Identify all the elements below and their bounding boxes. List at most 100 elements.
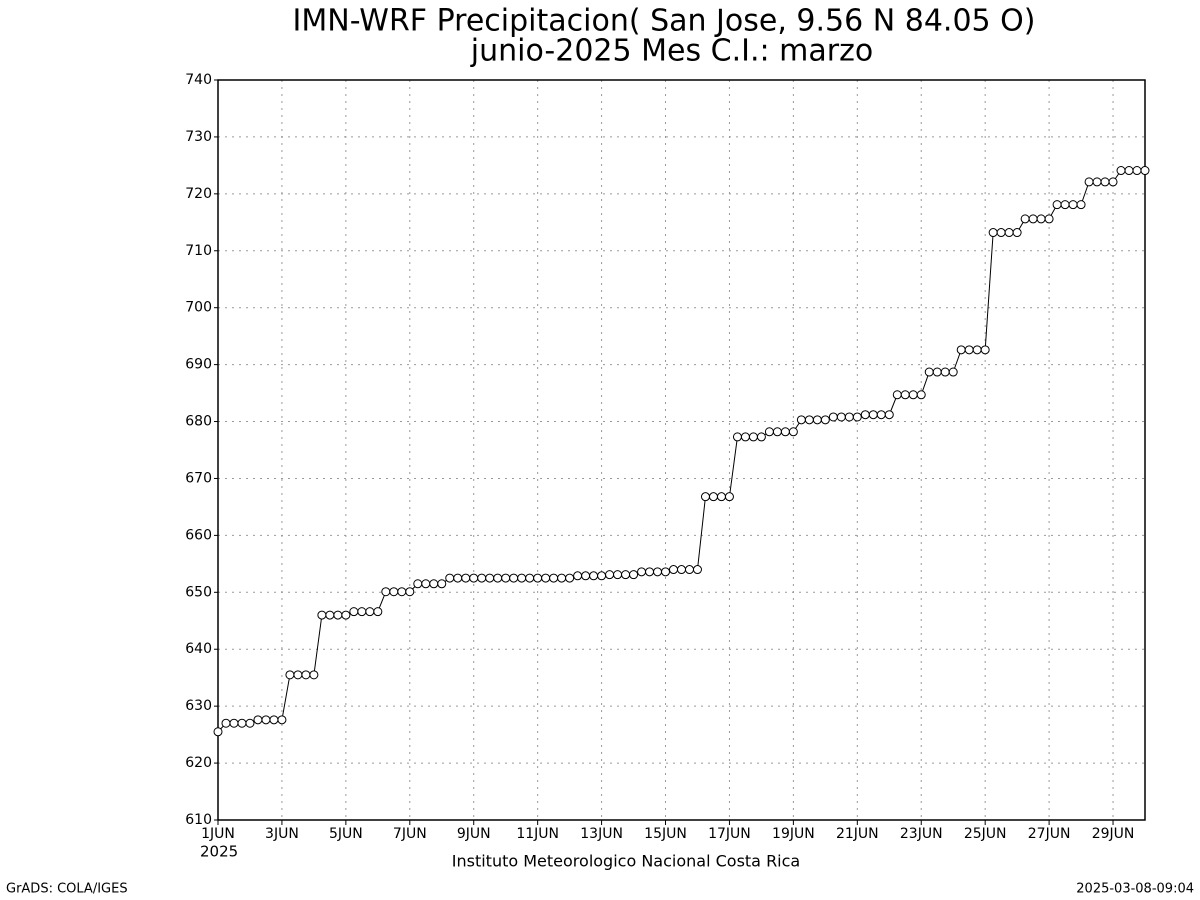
point-marker [1092,177,1102,187]
x-tick-label: 1JUN [201,826,235,842]
point-marker [1100,177,1110,187]
point-marker [884,410,894,420]
y-tick-label: 680 [185,414,212,430]
point-marker [948,367,958,377]
point-marker [653,567,663,577]
point-marker [213,727,223,737]
point-marker [397,587,407,597]
point-marker [908,390,918,400]
point-marker [1124,166,1134,176]
point-marker [525,573,535,583]
point-marker [804,415,814,425]
point-marker [389,587,399,597]
y-tick-label: 740 [185,72,212,88]
point-marker [301,670,311,680]
point-marker [269,715,279,725]
point-marker [1076,200,1086,210]
point-marker [972,345,982,355]
point-marker [461,573,471,583]
point-marker [828,412,838,422]
point-marker [621,570,631,580]
point-marker [1052,200,1062,210]
point-marker [325,610,335,620]
x-tick-label: 17JUN [708,826,751,842]
point-marker [405,587,415,597]
point-marker [916,390,926,400]
point-marker [852,412,862,422]
point-marker [453,573,463,583]
point-marker [541,573,551,583]
point-marker [253,715,263,725]
point-marker [788,427,798,437]
point-marker [844,412,854,422]
y-tick-label: 660 [185,527,212,543]
point-marker [724,492,734,502]
point-marker [820,415,830,425]
series-line [217,170,1145,733]
point-marker [796,415,806,425]
y-tick-label: 720 [185,186,212,202]
point-marker [669,565,679,575]
x-tick-label: 7JUN [393,826,427,842]
point-marker [932,367,942,377]
x-tick-label: 15JUN [644,826,687,842]
point-marker [1028,214,1038,224]
point-marker [365,607,375,617]
y-tick-label: 730 [185,129,212,145]
point-marker [605,570,615,580]
y-tick-label: 690 [185,357,212,373]
point-marker [309,670,319,680]
point-marker [565,573,575,583]
point-marker [421,579,431,589]
point-marker [373,607,383,617]
point-marker [293,670,303,680]
point-marker [437,579,447,589]
y-tick-label: 670 [185,470,212,486]
point-marker [1068,200,1078,210]
point-marker [740,432,750,442]
point-marker [517,573,527,583]
point-marker [892,390,902,400]
point-marker [413,579,423,589]
point-marker [1004,228,1014,238]
point-marker [940,367,950,377]
point-marker [341,610,351,620]
x-tick-label: 3JUN [265,826,299,842]
point-marker [637,567,647,577]
y-tick-label: 630 [185,698,212,714]
point-marker [772,427,782,437]
point-marker [868,410,878,420]
point-marker [549,573,559,583]
credit: GrADS: COLA/IGES [6,882,128,897]
x-tick-label: 11JUN [516,826,559,842]
point-marker [229,718,239,728]
point-marker [333,610,343,620]
x-tick-label: 13JUN [580,826,623,842]
y-tick-label: 640 [185,641,212,657]
y-tick-label: 700 [185,300,212,316]
point-marker [629,570,639,580]
point-marker [469,573,479,583]
footer: Instituto Meteorologico Nacional Costa R… [452,852,800,871]
point-marker [924,367,934,377]
x-tick-label: 27JUN [1028,826,1071,842]
point-marker [900,390,910,400]
point-marker [876,410,886,420]
point-marker [381,587,391,597]
point-marker [1108,177,1118,187]
point-marker [237,718,247,728]
point-marker [700,492,710,502]
point-marker [349,607,359,617]
y-tick-label: 710 [185,243,212,259]
point-marker [317,610,327,620]
chart-title: IMN-WRF Precipitacion( San Jose, 9.56 N … [293,4,1036,39]
point-marker [1020,214,1030,224]
point-marker [1044,214,1054,224]
x-tick-label: 21JUN [836,826,879,842]
point-marker [996,228,1006,238]
point-marker [245,718,255,728]
point-marker [677,565,686,575]
point-marker [956,345,966,355]
y-tick-label: 620 [185,755,212,771]
point-marker [445,573,455,583]
